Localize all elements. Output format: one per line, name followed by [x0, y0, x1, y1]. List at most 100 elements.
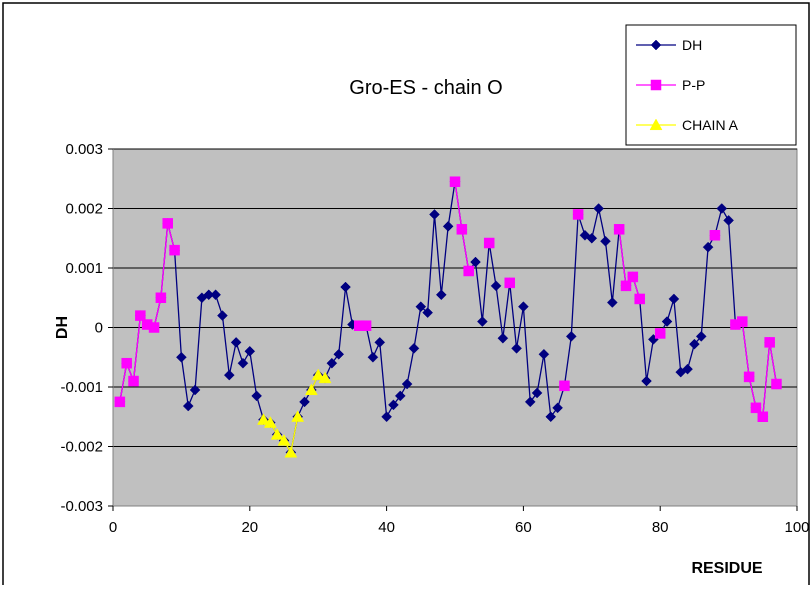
data-point	[135, 310, 146, 321]
data-point	[504, 277, 515, 289]
data-point	[284, 445, 298, 458]
y-tick-label: 0.002	[65, 201, 103, 218]
data-point	[689, 338, 700, 350]
data-point	[169, 244, 180, 256]
legend-swatch-marker	[649, 118, 663, 131]
data-point	[552, 402, 563, 414]
data-point	[333, 348, 345, 360]
data-point	[381, 411, 392, 423]
data-point	[176, 351, 187, 363]
data-point	[606, 297, 618, 308]
data-point	[702, 241, 714, 253]
data-point	[497, 332, 509, 344]
data-point	[757, 411, 769, 422]
data-point	[340, 281, 351, 293]
data-point	[545, 411, 557, 423]
data-point	[600, 235, 611, 247]
x-axis-title: RESIDUE	[691, 560, 762, 577]
series-layer	[114, 176, 782, 458]
data-point	[182, 400, 194, 412]
data-point	[429, 209, 440, 220]
data-point	[304, 383, 318, 396]
data-point	[723, 215, 734, 226]
data-point	[709, 230, 721, 241]
data-point	[716, 203, 728, 214]
grid-lines	[112, 148, 797, 507]
data-point	[572, 209, 584, 220]
data-point	[661, 316, 673, 327]
legend-swatch-marker	[650, 39, 662, 51]
data-point	[511, 342, 522, 354]
legend-entry-label: P-P	[682, 77, 705, 93]
data-point	[771, 378, 782, 390]
y-tick-label: -0.002	[60, 439, 103, 456]
data-point	[394, 390, 406, 402]
data-point	[463, 265, 474, 277]
x-tick-label: 20	[241, 519, 258, 536]
y-tick-label: 0	[95, 320, 103, 337]
x-tick-label: 100	[784, 519, 809, 536]
data-point	[401, 378, 413, 390]
data-point	[470, 256, 481, 268]
data-point	[518, 301, 529, 313]
x-axis-ticks: 0 20 40 60 80 100	[109, 506, 810, 536]
legend-entry-label: DH	[682, 37, 702, 53]
data-point	[586, 232, 598, 244]
data-point	[291, 410, 305, 422]
data-point	[299, 396, 310, 408]
data-point	[257, 413, 270, 425]
data-point	[121, 357, 132, 369]
data-point	[634, 293, 645, 305]
data-point	[565, 331, 577, 342]
data-point	[318, 371, 332, 384]
data-point	[326, 357, 338, 369]
data-point	[367, 351, 379, 363]
legend-swatch-marker	[650, 79, 662, 91]
data-point	[277, 434, 291, 446]
data-point	[162, 218, 173, 229]
data-point	[422, 307, 433, 318]
data-point	[217, 310, 228, 321]
y-tick-label: 0.001	[65, 260, 103, 277]
data-point	[114, 396, 126, 408]
data-point	[620, 280, 632, 292]
y-tick-label: 0.003	[65, 141, 103, 158]
data-point	[654, 328, 666, 339]
data-point	[743, 371, 755, 383]
data-point	[750, 402, 762, 414]
data-point	[531, 387, 543, 399]
data-point	[764, 337, 775, 348]
data-point	[311, 368, 325, 381]
data-point	[415, 301, 427, 313]
data-point	[449, 176, 461, 187]
x-tick-label: 40	[378, 519, 395, 536]
y-axis-ticks: -0.003 -0.002 -0.001 0 0.001 0.002 0.003	[60, 141, 113, 515]
data-point	[223, 369, 235, 381]
y-axis-title: DH	[54, 316, 71, 339]
data-point	[442, 220, 454, 232]
x-tick-label: 0	[109, 519, 117, 536]
data-point	[189, 384, 201, 396]
data-point	[263, 416, 277, 428]
legend-entry-label: CHAIN A	[682, 117, 739, 133]
data-point	[128, 375, 139, 387]
data-point	[456, 224, 468, 235]
data-point	[237, 357, 249, 369]
data-point	[483, 237, 495, 249]
data-point	[613, 224, 625, 235]
data-point	[559, 380, 570, 392]
data-point	[737, 316, 748, 327]
data-point	[251, 390, 262, 402]
data-point	[408, 342, 420, 354]
legend: DH P-P CHAIN A	[625, 24, 797, 146]
data-point	[627, 271, 639, 283]
y-tick-label: -0.003	[60, 498, 103, 515]
chart-title: Gro-ES - chain O	[349, 77, 502, 99]
data-point	[388, 399, 399, 411]
data-point	[593, 203, 604, 214]
series-p-p	[114, 176, 782, 422]
data-point	[155, 292, 167, 303]
data-point	[270, 428, 284, 440]
data-point	[477, 316, 488, 327]
